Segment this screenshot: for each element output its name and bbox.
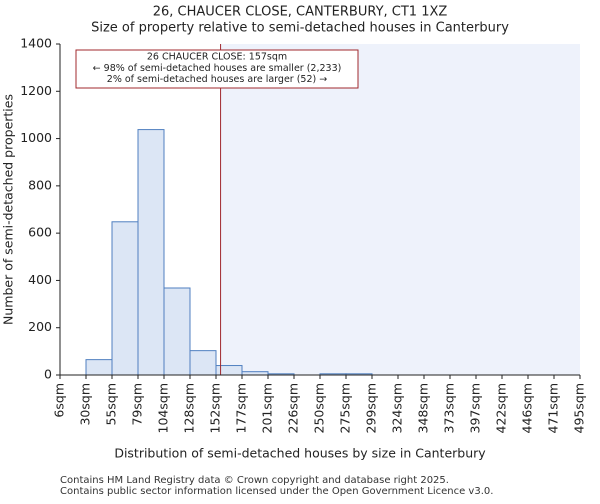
y-axis-label: Number of semi-detached properties [1, 94, 16, 325]
annotation-larger-share: 2% of semi-detached houses are larger (5… [107, 74, 327, 85]
x-tick-label: 299sqm [364, 383, 379, 433]
x-tick-label: 471sqm [546, 383, 561, 433]
annotation-property-label: 26 CHAUCER CLOSE: 157sqm [147, 52, 287, 63]
x-tick-label: 152sqm [208, 383, 223, 433]
x-tick-label: 201sqm [260, 383, 275, 433]
x-tick-label: 275sqm [338, 383, 353, 433]
histogram-bar [215, 365, 243, 376]
x-tick-label: 55sqm [104, 383, 119, 426]
x-tick-label: 348sqm [416, 383, 431, 433]
x-tick-label: 373sqm [442, 383, 457, 433]
histogram-bar [189, 350, 217, 376]
y-tick-label: 0 [44, 367, 52, 382]
y-tick-label: 1000 [20, 130, 52, 145]
y-tick-label: 800 [28, 177, 52, 192]
x-tick-label: 397sqm [468, 383, 483, 433]
x-tick-label: 250sqm [312, 383, 327, 433]
larger-than-property-region [220, 44, 580, 375]
x-tick-label: 177sqm [234, 383, 249, 433]
x-axis: 6sqm 30sqm 55sqm 79sqm 104sqm 128sqm 152sqm 177… [52, 374, 587, 433]
histogram-bars [85, 129, 373, 376]
x-tick-label: 30sqm [78, 383, 93, 426]
x-tick-label: 446sqm [520, 383, 535, 433]
x-tick-label: 128sqm [182, 383, 197, 433]
histogram-bar [137, 129, 165, 376]
y-tick-label: 600 [28, 225, 52, 240]
y-tick-label: 200 [28, 319, 52, 334]
histogram-bar [111, 221, 139, 376]
x-tick-label: 495sqm [572, 383, 587, 433]
annotation-box [75, 49, 359, 89]
y-axis: 0 200 400 600 800 1000 1200 1400 [20, 36, 61, 382]
histogram-bar [85, 359, 113, 376]
chart-title: 26, CHAUCER CLOSE, CANTERBURY, CT1 1XZ [153, 5, 448, 20]
annotation-smaller-share: ← 98% of semi-detached houses are smalle… [93, 63, 342, 74]
x-tick-label: 226sqm [286, 383, 301, 433]
chart-subtitle: Size of property relative to semi-detach… [91, 21, 509, 36]
x-tick-label: 79sqm [130, 383, 145, 426]
histogram-bar [163, 287, 191, 376]
x-axis-label: Distribution of semi-detached houses by … [114, 446, 486, 461]
y-tick-label: 400 [28, 272, 52, 287]
y-tick-label: 1400 [20, 36, 52, 51]
x-tick-label: 422sqm [494, 383, 509, 433]
y-tick-label: 1200 [20, 83, 52, 98]
footer-licence: Contains public sector information licen… [60, 486, 493, 497]
x-tick-label: 324sqm [390, 383, 405, 433]
x-tick-label: 6sqm [52, 383, 67, 418]
footer-copyright: Contains HM Land Registry data © Crown c… [60, 475, 449, 486]
x-tick-label: 104sqm [156, 383, 171, 433]
